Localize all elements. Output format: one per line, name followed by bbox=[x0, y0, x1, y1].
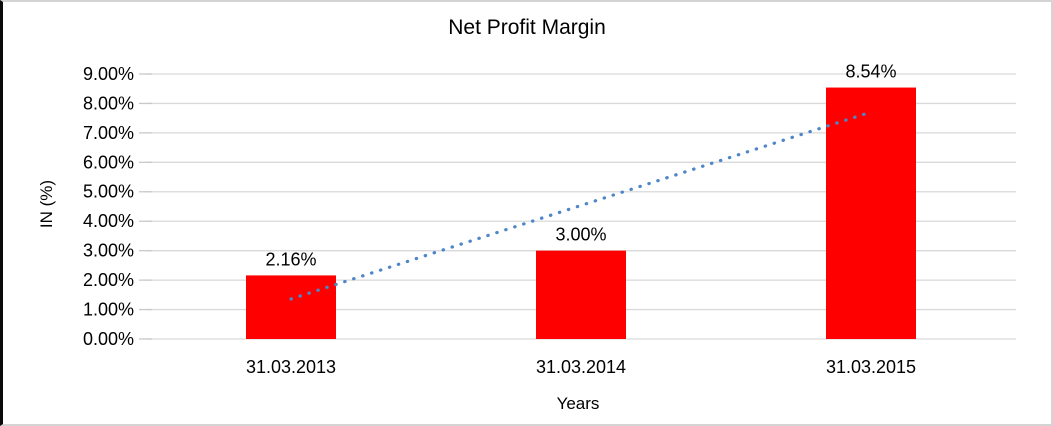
y-tick-label: 8.00% bbox=[83, 93, 134, 113]
bar bbox=[246, 275, 336, 339]
bar-data-label: 3.00% bbox=[555, 225, 606, 245]
y-tick-label: 2.00% bbox=[83, 270, 134, 290]
y-tick-label: 7.00% bbox=[83, 123, 134, 143]
bar-data-label: 2.16% bbox=[265, 249, 316, 269]
y-tick-label: 1.00% bbox=[83, 299, 134, 319]
x-tick-label: 31.03.2015 bbox=[826, 357, 916, 377]
bar bbox=[536, 250, 626, 339]
y-tick-label: 4.00% bbox=[83, 211, 134, 231]
bar-data-label: 8.54% bbox=[845, 62, 896, 82]
x-tick-label: 31.03.2014 bbox=[536, 357, 626, 377]
y-tick-label: 0.00% bbox=[83, 329, 134, 349]
x-tick-label: 31.03.2013 bbox=[246, 357, 336, 377]
y-tick-label: 6.00% bbox=[83, 152, 134, 172]
bar bbox=[826, 87, 916, 340]
y-tick-label: 9.00% bbox=[83, 64, 134, 84]
y-tick-label: 3.00% bbox=[83, 241, 134, 261]
trendline bbox=[289, 110, 873, 301]
x-axis-title: Years bbox=[556, 394, 600, 413]
plot-area: 0.00% 1.00% 2.00% 3.00% 4.00% 5.00% 6.00% 7.00%… bbox=[83, 62, 1016, 377]
y-tick-label: 5.00% bbox=[83, 182, 134, 202]
chart-title: Net Profit Margin bbox=[448, 16, 606, 39]
